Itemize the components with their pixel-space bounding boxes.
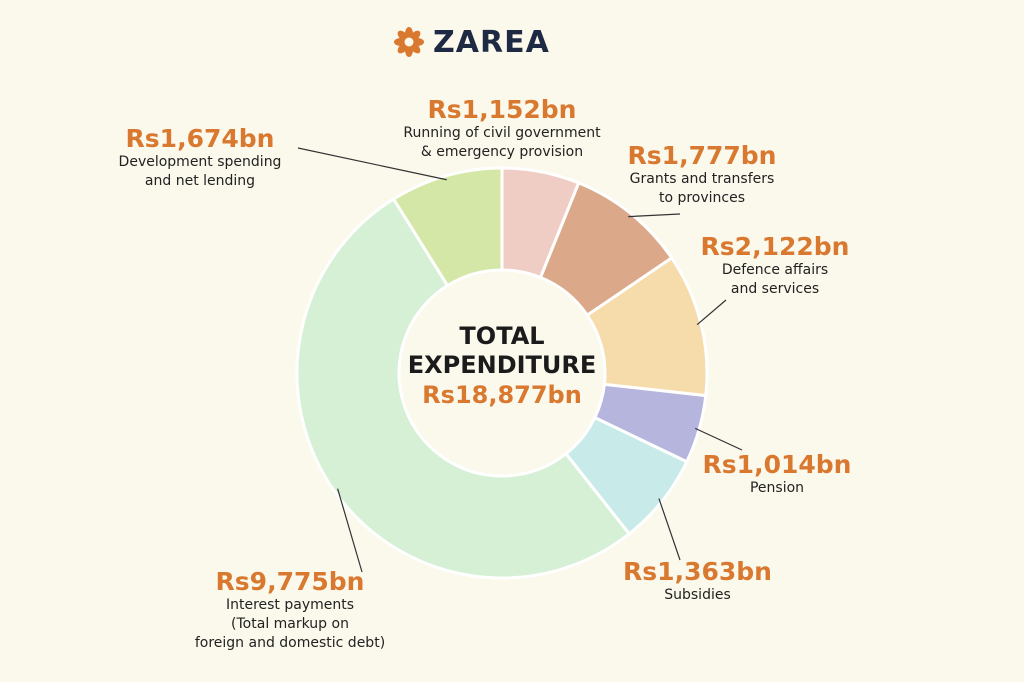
brand-logo: ZAREA bbox=[393, 24, 550, 60]
slice-description: Defence affairs and services bbox=[721, 262, 829, 297]
gear-flower-icon bbox=[394, 27, 424, 57]
slice-label-grants-provinces: Rs1,777bn Grants and transfers to provin… bbox=[612, 141, 792, 208]
leader-line bbox=[696, 299, 727, 326]
leader-line bbox=[297, 147, 447, 181]
center-title-line2: EXPENDITURE bbox=[407, 351, 597, 379]
slice-label-subsidies: Rs1,363bn Subsidies bbox=[620, 557, 775, 605]
slice-description: Running of civil government & emergency … bbox=[403, 125, 601, 160]
slice-value: Rs2,122bn bbox=[700, 232, 850, 261]
brand-name: ZAREA bbox=[433, 24, 550, 60]
slice-description: Interest payments (Total markup on forei… bbox=[194, 597, 386, 651]
center-title-line1: TOTAL bbox=[459, 322, 545, 350]
slice-description: Development spending and net lending bbox=[118, 154, 282, 189]
slice-label-defence: Rs2,122bn Defence affairs and services bbox=[700, 232, 850, 299]
donut-slice bbox=[295, 196, 632, 580]
slice-label-interest-payments: Rs9,775bn Interest payments (Total marku… bbox=[175, 567, 405, 653]
leader-line bbox=[694, 427, 743, 451]
leader-line bbox=[337, 488, 363, 573]
slice-value: Rs1,363bn bbox=[623, 557, 772, 586]
center-total-value: Rs18,877bn bbox=[422, 381, 582, 409]
slice-value: Rs1,777bn bbox=[627, 141, 777, 170]
slice-label-civil-government: Rs1,152bn Running of civil government & … bbox=[392, 95, 612, 162]
slice-description: Grants and transfers to provinces bbox=[629, 171, 775, 206]
slice-label-development: Rs1,674bn Development spending and net l… bbox=[110, 124, 290, 191]
slice-value: Rs1,674bn bbox=[125, 124, 275, 153]
slice-description: Pension bbox=[749, 480, 805, 496]
leader-line bbox=[628, 213, 681, 218]
slice-value: Rs9,775bn bbox=[215, 567, 365, 596]
donut-slice bbox=[391, 166, 504, 288]
leader-line bbox=[658, 498, 681, 561]
slice-value: Rs1,014bn bbox=[702, 450, 852, 479]
slice-label-pension: Rs1,014bn Pension bbox=[702, 450, 852, 498]
slice-description: Subsidies bbox=[664, 587, 731, 603]
slice-value: Rs1,152bn bbox=[427, 95, 577, 124]
chart-center-label: TOTAL EXPENDITURE Rs18,877bn bbox=[400, 322, 604, 410]
